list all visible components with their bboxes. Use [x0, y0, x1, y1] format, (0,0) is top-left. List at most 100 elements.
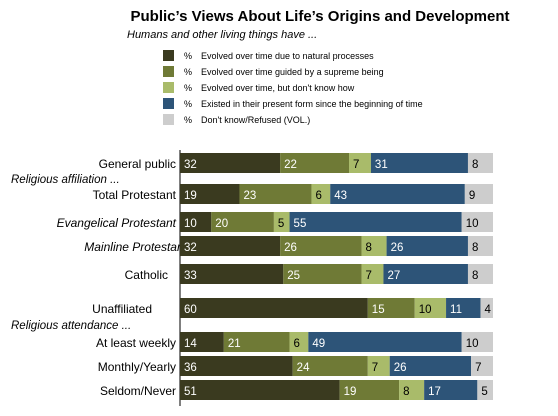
- value-label-seldom-never-s2: 19: [344, 386, 357, 398]
- bar-segment-catholic-s4: [383, 264, 468, 284]
- value-label-general-public-s5: 8: [472, 159, 478, 171]
- value-label-mainline-protestant-s1: 32: [184, 242, 197, 254]
- value-label-catholic-s4: 27: [387, 270, 400, 282]
- bar-segment-total-protestant-s4: [330, 184, 465, 204]
- legend-label-1: Evolved over time due to natural process…: [201, 51, 374, 61]
- bar-row-general-public: General public 32 22 7 31 8: [99, 153, 493, 173]
- row-label-at-least-weekly: At least weekly: [96, 336, 176, 350]
- value-label-general-public-s4: 31: [375, 159, 388, 171]
- legend: % Evolved over time due to natural proces…: [163, 50, 423, 125]
- bar-segment-monthly-yearly-s3: [367, 356, 390, 376]
- value-label-mainline-protestant-s5: 8: [472, 242, 478, 254]
- bar-row-unaffiliated: Unaffiliated 60 15 10 11 4: [92, 298, 493, 318]
- bar-segment-seldom-never-s4: [424, 380, 478, 400]
- value-label-total-protestant-s5: 9: [469, 190, 475, 202]
- legend-percent-sign-2: %: [184, 67, 192, 77]
- chart-title: Public’s Views About Life’s Origins and …: [131, 8, 510, 25]
- legend-swatch-5: [163, 114, 174, 125]
- bar-row-at-least-weekly: At least weekly 14 21 6 49 10: [96, 332, 493, 352]
- legend-percent-sign-5: %: [184, 115, 192, 125]
- bar-segment-evangelical-protestant-s5: [461, 212, 493, 232]
- legend-label-3: Evolved over time, but don't know how: [201, 83, 355, 93]
- bar-segment-at-least-weekly-s1: [180, 332, 224, 352]
- bar-segment-monthly-yearly-s1: [180, 356, 293, 376]
- bar-segment-at-least-weekly-s2: [223, 332, 290, 352]
- value-label-evangelical-protestant-s1: 10: [184, 218, 197, 230]
- value-label-mainline-protestant-s3: 8: [366, 242, 372, 254]
- bar-segment-catholic-s2: [283, 264, 362, 284]
- legend-label-4: Existed in their present form since the …: [201, 99, 423, 109]
- value-label-monthly-yearly-s4: 26: [394, 362, 407, 374]
- bar-segment-mainline-protestant-s5: [467, 236, 493, 256]
- value-label-evangelical-protestant-s3: 5: [278, 218, 284, 230]
- legend-percent-sign-3: %: [184, 83, 192, 93]
- bar-segment-seldom-never-s3: [399, 380, 425, 400]
- legend-label-2: Evolved over time guided by a supreme be…: [201, 67, 384, 77]
- value-label-at-least-weekly-s3: 6: [294, 338, 300, 350]
- value-label-monthly-yearly-s1: 36: [184, 362, 197, 374]
- value-label-at-least-weekly-s2: 21: [228, 338, 241, 350]
- value-label-unaffiliated-s5: 4: [484, 304, 491, 316]
- bar-segment-general-public-s1: [180, 153, 281, 173]
- bar-segment-mainline-protestant-s2: [280, 236, 362, 256]
- value-label-seldom-never-s4: 17: [428, 386, 441, 398]
- bar-segment-mainline-protestant-s4: [386, 236, 468, 256]
- value-label-evangelical-protestant-s4: 55: [294, 218, 307, 230]
- bar-segment-total-protestant-s3: [311, 184, 331, 204]
- value-label-seldom-never-s3: 8: [403, 386, 409, 398]
- bar-row-seldom-never: Seldom/Never 51 19 8 17 5: [100, 380, 493, 400]
- bar-segment-unaffiliated-s2: [367, 298, 415, 318]
- row-label-catholic: Catholic: [125, 268, 168, 282]
- value-label-total-protestant-s3: 6: [315, 190, 321, 202]
- bar-segment-general-public-s4: [370, 153, 468, 173]
- value-label-monthly-yearly-s2: 24: [297, 362, 310, 374]
- bar-segment-monthly-yearly-s4: [389, 356, 472, 376]
- bar-row-monthly-yearly: Monthly/Yearly 36 24 7 26 7: [98, 356, 493, 376]
- value-label-unaffiliated-s1: 60: [184, 304, 197, 316]
- value-label-at-least-weekly-s1: 14: [184, 338, 197, 350]
- bar-segment-general-public-s5: [467, 153, 493, 173]
- value-label-catholic-s3: 7: [366, 270, 372, 282]
- value-label-general-public-s1: 32: [184, 159, 197, 171]
- legend-swatch-1: [163, 50, 174, 61]
- legend-percent-sign-1: %: [184, 51, 192, 61]
- value-label-unaffiliated-s4: 11: [450, 304, 462, 316]
- bar-segment-at-least-weekly-s4: [308, 332, 462, 352]
- bar-row-catholic: Catholic 33 25 7 27 8: [125, 264, 493, 284]
- value-label-at-least-weekly-s4: 49: [312, 338, 325, 350]
- row-label-unaffiliated: Unaffiliated: [92, 302, 152, 316]
- bar-segment-evangelical-protestant-s1: [180, 212, 212, 232]
- value-label-monthly-yearly-s3: 7: [372, 362, 378, 374]
- row-label-monthly-yearly: Monthly/Yearly: [98, 360, 176, 374]
- bar-segment-mainline-protestant-s3: [361, 236, 387, 256]
- value-label-seldom-never-s1: 51: [184, 386, 197, 398]
- chart-subtitle: Humans and other living things have ...: [127, 29, 317, 41]
- bar-segment-evangelical-protestant-s4: [289, 212, 462, 232]
- bar-segment-evangelical-protestant-s3: [273, 212, 290, 232]
- bar-segment-seldom-never-s2: [339, 380, 400, 400]
- legend-swatch-4: [163, 98, 174, 109]
- bar-segment-total-protestant-s2: [239, 184, 312, 204]
- value-label-at-least-weekly-s5: 10: [466, 338, 479, 350]
- bar-segment-evangelical-protestant-s2: [211, 212, 274, 232]
- bar-segment-unaffiliated-s3: [414, 298, 447, 318]
- bar-segment-total-protestant-s1: [180, 184, 240, 204]
- value-label-mainline-protestant-s2: 26: [284, 242, 297, 254]
- row-label-general-public: General public: [99, 157, 176, 171]
- value-label-general-public-s2: 22: [284, 159, 297, 171]
- bar-segment-unaffiliated-s5: [480, 298, 493, 318]
- bar-segment-at-least-weekly-s3: [289, 332, 309, 352]
- value-label-total-protestant-s4: 43: [334, 190, 347, 202]
- bar-segment-unaffiliated-s4: [446, 298, 481, 318]
- value-label-unaffiliated-s2: 15: [372, 304, 385, 316]
- section-label-religious-attendance: Religious attendance ...: [11, 320, 131, 332]
- value-label-mainline-protestant-s4: 26: [391, 242, 404, 254]
- bar-segment-unaffiliated-s1: [180, 298, 368, 318]
- bar-row-evangelical-protestant: Evangelical Protestant 10 20 5 55 10: [57, 212, 493, 232]
- bar-segment-at-least-weekly-s5: [461, 332, 493, 352]
- bar-segment-seldom-never-s1: [180, 380, 340, 400]
- bar-segment-total-protestant-s5: [464, 184, 493, 204]
- bar-segment-monthly-yearly-s5: [471, 356, 493, 376]
- value-label-evangelical-protestant-s5: 10: [466, 218, 479, 230]
